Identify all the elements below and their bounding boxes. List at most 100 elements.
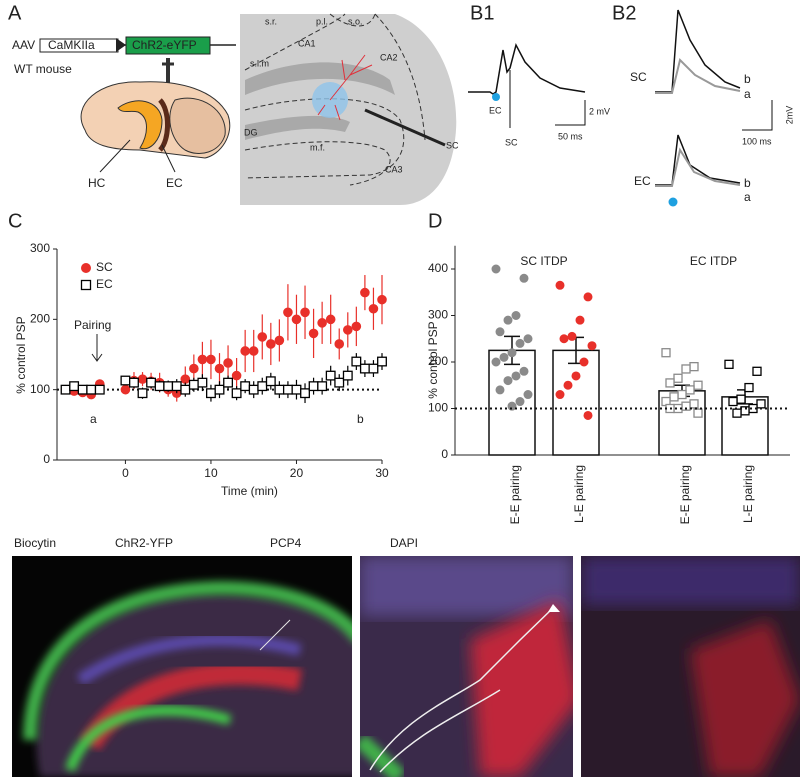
layer: [244, 13, 426, 141]
marker: [583, 410, 593, 420]
bar: [552, 349, 600, 456]
marker: [511, 311, 521, 320]
x-tick-label: 0: [122, 466, 129, 480]
marker: [342, 370, 353, 381]
stain-label: DAPI: [390, 536, 418, 550]
slice-label: m.f.: [310, 142, 325, 152]
trace: [655, 58, 741, 94]
marker: [120, 384, 131, 395]
marker: [732, 408, 742, 418]
x-axis-title: Time (min): [221, 484, 278, 498]
marker: [515, 338, 525, 348]
annotation: Pairing: [74, 318, 111, 332]
scale-label: 50 ms: [558, 131, 583, 141]
slice: [240, 14, 457, 205]
trace-label: b: [744, 176, 751, 190]
scale-bar: [742, 100, 773, 131]
marker: [491, 264, 501, 274]
vector-label: AAV: [12, 38, 35, 52]
panel-label: B2: [612, 2, 636, 24]
marker: [491, 357, 501, 367]
marker: [673, 373, 683, 383]
marker: [693, 380, 703, 390]
arrowhead: [548, 604, 560, 612]
y-tick-label: 300: [428, 308, 448, 322]
marker: [231, 370, 242, 381]
marker: [583, 292, 593, 302]
marker: [377, 356, 387, 367]
marker: [214, 384, 225, 395]
marker: [559, 334, 569, 344]
schematic: AAV CaMKIIa ChR2-eYFP WT mouse HC EC s.r…: [12, 13, 459, 205]
animal-label: WT mouse: [14, 62, 72, 76]
marker: [744, 382, 754, 393]
marker: [180, 384, 191, 395]
marker: [368, 363, 379, 374]
marker: [359, 363, 370, 374]
marker: [519, 366, 529, 376]
marker: [351, 321, 362, 332]
ec-region: [157, 98, 170, 152]
trace-row-label: SC: [630, 70, 647, 84]
panel-label: B1: [470, 2, 494, 24]
marker: [360, 287, 370, 298]
marker: [308, 328, 319, 339]
group-label: EC ITDP: [690, 254, 737, 268]
marker: [137, 374, 148, 384]
slice-label: p.l.: [316, 16, 328, 26]
neuron: [369, 607, 554, 773]
marker: [240, 346, 250, 356]
marker: [563, 380, 573, 390]
stain-label: ChR2-YFP: [115, 536, 173, 550]
trace-b1: EC SC 2 mV 50 ms: [468, 42, 610, 147]
marker: [555, 280, 565, 290]
hippocampus: [117, 100, 163, 150]
marker: [300, 307, 310, 318]
marker: [752, 366, 762, 376]
promoter-arrow: [116, 38, 126, 52]
trace: [655, 134, 741, 186]
brain-label: HC: [88, 176, 106, 190]
stain-region: [581, 556, 800, 606]
marker: [205, 388, 216, 399]
marker: [223, 358, 233, 368]
stain-region: [360, 556, 573, 616]
marker: [665, 378, 675, 388]
marker: [317, 381, 328, 392]
marker: [137, 388, 148, 399]
stain-region: [76, 634, 302, 685]
trace-label: a: [744, 87, 751, 101]
legend-label: SC: [96, 260, 113, 274]
marker: [511, 371, 521, 381]
marker: [197, 354, 208, 365]
y-tick-label: 100: [30, 382, 50, 396]
x-tick-label: L-E pairing: [741, 465, 755, 523]
marker: [756, 399, 766, 409]
trace-b2: SC b a EC b a 2mV 100 ms: [630, 9, 794, 207]
marker: [257, 381, 268, 392]
marker: [342, 325, 353, 335]
group-label: SC ITDP: [520, 254, 567, 268]
scale-label: 100 ms: [742, 136, 772, 146]
marker: [685, 385, 695, 395]
marker: [519, 273, 529, 283]
marker: [146, 377, 157, 388]
marker: [567, 331, 577, 341]
stim-label: SC: [505, 137, 518, 147]
construct-label: ChR2-eYFP: [132, 38, 197, 52]
marker: [515, 397, 525, 407]
marker: [214, 363, 225, 374]
slice-label: CA2: [380, 52, 398, 62]
x-tick-label: E-E pairing: [508, 465, 522, 524]
marker: [163, 381, 174, 392]
marker: [69, 381, 80, 392]
marker: [681, 364, 691, 374]
marker: [291, 384, 302, 395]
marker: [689, 361, 699, 372]
marker: [728, 396, 738, 407]
marker: [86, 384, 97, 395]
brain-label: EC: [166, 176, 183, 190]
marker: [368, 303, 379, 314]
slice-label: DG: [244, 127, 258, 137]
marker: [689, 399, 699, 409]
